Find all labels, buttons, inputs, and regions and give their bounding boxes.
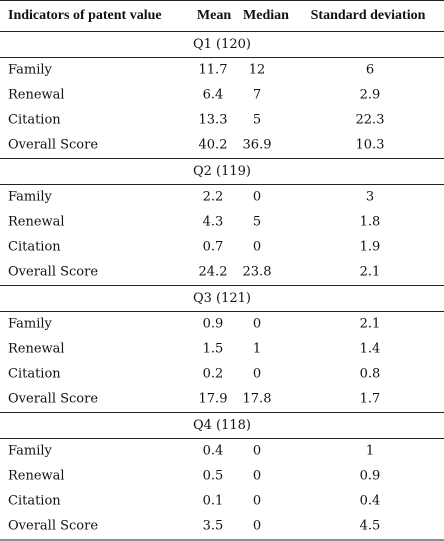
cell-value: 17.9	[199, 392, 228, 407]
column-header: Standard deviation	[311, 8, 426, 23]
cell-value: 2.9	[360, 88, 381, 103]
cell-value: 0	[253, 444, 261, 459]
cell-value: 1.4	[360, 342, 381, 357]
column-header: Median	[243, 8, 289, 23]
cell-value: 1.7	[360, 392, 381, 407]
cell-value: 0	[253, 519, 261, 534]
cell-value: 2.2	[203, 190, 224, 205]
row-label: Citation	[8, 113, 61, 128]
cell-value: 1.8	[360, 215, 381, 230]
cell-value: 0	[253, 190, 261, 205]
cell-value: 3	[366, 190, 374, 205]
cell-value: 0	[253, 317, 261, 332]
row-label: Overall Score	[8, 265, 98, 280]
cell-value: 1	[253, 342, 261, 357]
cell-value: 13.3	[199, 113, 228, 128]
cell-value: 24.2	[199, 265, 228, 280]
group-title: Q1 (120)	[193, 37, 251, 52]
cell-value: 0.9	[360, 469, 381, 484]
cell-value: 2.1	[360, 317, 381, 332]
cell-value: 5	[253, 215, 261, 230]
row-label: Overall Score	[8, 138, 98, 153]
column-header: Indicators of patent value	[8, 8, 162, 23]
cell-value: 7	[253, 88, 261, 103]
cell-value: 0.5	[203, 469, 224, 484]
row-label: Renewal	[8, 88, 65, 103]
cell-value: 36.9	[243, 138, 272, 153]
cell-value: 4.5	[360, 519, 381, 534]
cell-value: 12	[249, 63, 266, 78]
cell-value: 23.8	[243, 265, 272, 280]
cell-value: 1	[366, 444, 374, 459]
cell-value: 0.2	[203, 367, 224, 382]
row-label: Renewal	[8, 469, 65, 484]
cell-value: 0.8	[360, 367, 381, 382]
cell-value: 0	[253, 469, 261, 484]
row-label: Family	[8, 317, 53, 332]
cell-value: 1.9	[360, 240, 381, 255]
row-label: Renewal	[8, 215, 65, 230]
row-label: Citation	[8, 494, 61, 509]
cell-value: 6	[366, 63, 374, 78]
cell-value: 11.7	[199, 63, 228, 78]
cell-value: 0	[253, 494, 261, 509]
row-label: Renewal	[8, 342, 65, 357]
cell-value: 4.3	[203, 215, 224, 230]
cell-value: 3.5	[203, 519, 224, 534]
column-header: Mean	[197, 8, 231, 23]
cell-value: 22.3	[356, 113, 385, 128]
cell-value: 2.1	[360, 265, 381, 280]
row-label: Family	[8, 63, 53, 78]
cell-value: 0.4	[203, 444, 224, 459]
cell-value: 0.1	[203, 494, 224, 509]
row-label: Citation	[8, 240, 61, 255]
row-label: Citation	[8, 367, 61, 382]
cell-value: 1.5	[203, 342, 224, 357]
row-label: Family	[8, 444, 53, 459]
cell-value: 10.3	[356, 138, 385, 153]
cell-value: 40.2	[199, 138, 228, 153]
cell-value: 6.4	[203, 88, 224, 103]
row-label: Family	[8, 190, 53, 205]
cell-value: 0.9	[203, 317, 224, 332]
row-label: Overall Score	[8, 519, 98, 534]
cell-value: 0.7	[203, 240, 224, 255]
group-title: Q2 (119)	[193, 164, 251, 179]
cell-value: 0.4	[360, 494, 381, 509]
row-label: Overall Score	[8, 392, 98, 407]
cell-value: 5	[253, 113, 261, 128]
cell-value: 0	[253, 367, 261, 382]
group-title: Q3 (121)	[193, 291, 251, 306]
cell-value: 0	[253, 240, 261, 255]
group-title: Q4 (118)	[193, 418, 251, 433]
cell-value: 17.8	[243, 392, 272, 407]
